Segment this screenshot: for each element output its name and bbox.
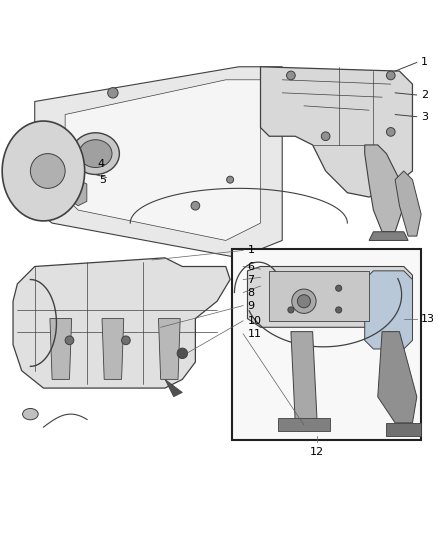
Ellipse shape <box>386 127 395 136</box>
Polygon shape <box>159 319 180 379</box>
Text: 3: 3 <box>421 112 428 122</box>
Text: 8: 8 <box>247 287 254 297</box>
Text: 6: 6 <box>247 262 254 271</box>
Ellipse shape <box>288 307 294 313</box>
Polygon shape <box>261 67 413 197</box>
Polygon shape <box>278 418 330 432</box>
Text: 11: 11 <box>247 329 261 339</box>
Text: 9: 9 <box>247 301 254 311</box>
Polygon shape <box>365 271 413 349</box>
Bar <box>269 271 369 321</box>
Polygon shape <box>365 145 404 232</box>
Ellipse shape <box>30 154 65 188</box>
Ellipse shape <box>336 307 342 313</box>
Text: 7: 7 <box>247 274 254 285</box>
Text: 10: 10 <box>247 316 261 326</box>
Polygon shape <box>35 67 282 258</box>
Ellipse shape <box>2 121 85 221</box>
Ellipse shape <box>122 336 130 345</box>
Text: 5: 5 <box>99 175 106 184</box>
Polygon shape <box>395 171 421 236</box>
Ellipse shape <box>108 87 118 98</box>
Polygon shape <box>378 332 417 423</box>
Ellipse shape <box>226 176 233 183</box>
Polygon shape <box>369 232 408 240</box>
Polygon shape <box>102 319 124 379</box>
Ellipse shape <box>23 408 38 420</box>
Ellipse shape <box>79 140 112 167</box>
Polygon shape <box>65 180 87 206</box>
Ellipse shape <box>177 348 187 359</box>
Text: 13: 13 <box>421 313 435 324</box>
Ellipse shape <box>292 289 316 313</box>
Ellipse shape <box>286 71 295 80</box>
Ellipse shape <box>336 285 342 291</box>
Ellipse shape <box>72 133 120 174</box>
Polygon shape <box>50 319 72 379</box>
Ellipse shape <box>297 295 311 308</box>
Text: 1: 1 <box>421 58 428 68</box>
Text: 12: 12 <box>310 447 324 457</box>
Ellipse shape <box>386 71 395 80</box>
Polygon shape <box>386 423 421 436</box>
Ellipse shape <box>321 132 330 141</box>
Ellipse shape <box>191 201 200 210</box>
Polygon shape <box>13 258 230 388</box>
Text: 1: 1 <box>247 245 254 255</box>
Ellipse shape <box>65 336 74 345</box>
Polygon shape <box>247 266 413 327</box>
Text: 4: 4 <box>97 159 104 169</box>
Text: 2: 2 <box>421 90 428 100</box>
Polygon shape <box>165 379 182 397</box>
Polygon shape <box>65 80 261 240</box>
Bar <box>232 249 421 440</box>
Polygon shape <box>291 332 317 423</box>
